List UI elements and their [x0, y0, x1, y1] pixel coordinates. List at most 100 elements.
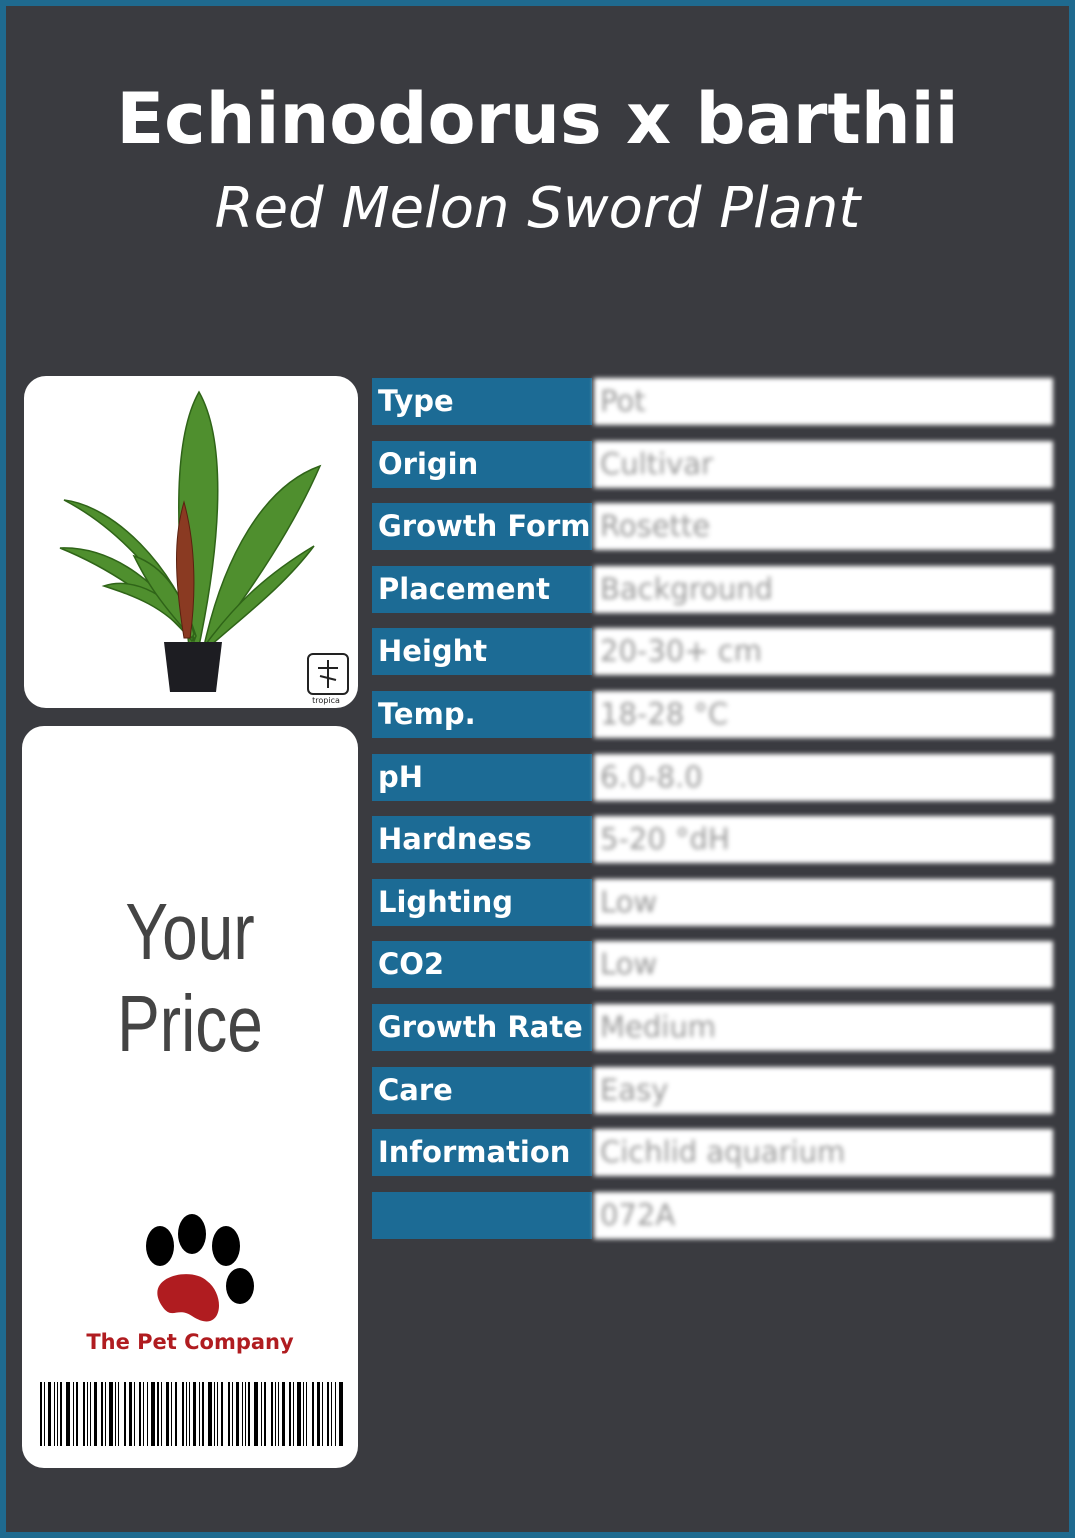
spec-row: Care Easy [372, 1066, 1053, 1114]
barcode-bar [339, 1382, 343, 1446]
spec-label: Hardness [372, 816, 592, 864]
barcode-bar [151, 1382, 155, 1446]
spec-value: Rosette [594, 503, 1053, 551]
spec-value: 18-28 °C [594, 691, 1053, 738]
spec-label: Type [372, 378, 592, 425]
barcode-bar [317, 1382, 320, 1446]
barcode [40, 1382, 343, 1446]
barcode-bar [143, 1382, 144, 1446]
paw-logo [146, 1214, 254, 1322]
spec-label: Care [372, 1066, 592, 1114]
spec-row: Growth Rate Medium [372, 1004, 1053, 1051]
barcode-bar [44, 1382, 45, 1446]
spec-value: 072A [594, 1191, 1053, 1239]
spec-value: 5-20 °dH [594, 816, 1053, 864]
spec-row: Placement Background [372, 565, 1053, 613]
barcode-bar [76, 1382, 78, 1446]
spec-label: Height [372, 628, 592, 676]
barcode-bar [83, 1382, 85, 1446]
barcode-bar [115, 1382, 116, 1446]
barcode-bar [297, 1382, 301, 1446]
barcode-bar [242, 1382, 243, 1446]
barcode-bar [228, 1382, 230, 1446]
spec-value: Cichlid aquarium [594, 1129, 1053, 1177]
barcode-bar [261, 1382, 262, 1446]
price-panel: Your Price The Pet Company [22, 726, 358, 1468]
barcode-bar [94, 1382, 97, 1446]
barcode-bar [139, 1382, 141, 1446]
barcode-bar [236, 1382, 239, 1446]
spec-label: Growth Rate [372, 1004, 592, 1051]
spec-label: Temp. [372, 691, 592, 738]
barcode-bar [322, 1382, 323, 1446]
spec-value: Medium [594, 1004, 1053, 1051]
barcode-bar [208, 1382, 212, 1446]
barcode-bar [271, 1382, 273, 1446]
barcode-bar [199, 1382, 200, 1446]
spec-row: Lighting Low [372, 878, 1053, 926]
barcode-bar [166, 1382, 169, 1446]
spec-row: Temp. 18-28 °C [372, 691, 1053, 738]
barcode-bar [189, 1382, 190, 1446]
barcode-bar [293, 1382, 294, 1446]
barcode-bar [303, 1382, 304, 1446]
barcode-bar [57, 1382, 58, 1446]
company-name: The Pet Company [86, 1330, 294, 1354]
barcode-bar [134, 1382, 135, 1446]
barcode-bar [282, 1382, 285, 1446]
spec-row: Hardness 5-20 °dH [372, 816, 1053, 864]
spec-label: CO2 [372, 941, 592, 989]
spec-value: 20-30+ cm [594, 628, 1053, 676]
barcode-bar [171, 1382, 172, 1446]
barcode-bar [327, 1382, 329, 1446]
barcode-bar [202, 1382, 204, 1446]
barcode-bar [275, 1382, 276, 1446]
barcode-bar [147, 1382, 148, 1446]
title: Echinodorus x barthii [116, 78, 959, 160]
barcode-bar [306, 1382, 307, 1446]
barcode-bar [66, 1382, 70, 1446]
barcode-bar [214, 1382, 215, 1446]
spec-label: Lighting [372, 878, 592, 926]
barcode-bar [105, 1382, 106, 1446]
barcode-bar [254, 1382, 258, 1446]
barcode-bar [232, 1382, 233, 1446]
barcode-bar [182, 1382, 184, 1446]
barcode-bar [331, 1382, 332, 1446]
barcode-bar [264, 1382, 266, 1446]
barcode-bar [90, 1382, 91, 1446]
barcode-bar [109, 1382, 113, 1446]
barcode-bar [129, 1382, 132, 1446]
barcode-bar [335, 1382, 336, 1446]
barcode-bar [73, 1382, 74, 1446]
spec-value: Easy [594, 1066, 1053, 1114]
spec-label [372, 1191, 592, 1239]
barcode-bar [193, 1382, 196, 1446]
spec-label: Placement [372, 565, 592, 613]
barcode-bar [175, 1382, 177, 1446]
barcode-bar [245, 1382, 246, 1446]
barcode-bar [54, 1382, 55, 1446]
barcode-bar [40, 1382, 42, 1446]
spec-row: CO2 Low [372, 941, 1053, 989]
barcode-bar [118, 1382, 119, 1446]
barcode-bar [48, 1382, 51, 1446]
spec-label: pH [372, 753, 592, 801]
barcode-bar [278, 1382, 279, 1446]
spec-value: Pot [594, 378, 1053, 425]
spec-label: Information [372, 1129, 592, 1177]
spec-row: Information Cichlid aquarium [372, 1129, 1053, 1177]
spec-row: Origin Cultivar [372, 440, 1053, 488]
spec-row: pH 6.0-8.0 [372, 753, 1053, 801]
barcode-bar [221, 1382, 223, 1446]
spec-label: Origin [372, 440, 592, 488]
barcode-bar [101, 1382, 103, 1446]
barcode-bar [124, 1382, 126, 1446]
spec-row: Growth Form Rosette [372, 503, 1053, 551]
plant-image: tropica [59, 390, 349, 705]
barcode-bar [289, 1382, 291, 1446]
logo-text: tropica [312, 696, 340, 705]
price-label: Your Price [117, 887, 263, 1068]
spec-value: Cultivar [594, 440, 1053, 488]
